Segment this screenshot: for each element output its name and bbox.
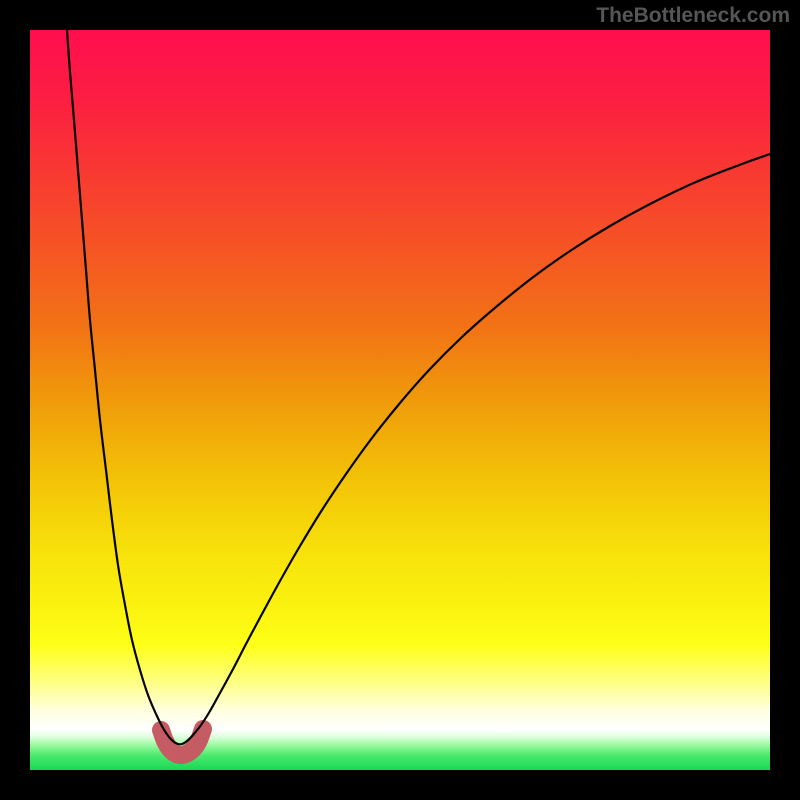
- plot-background: [30, 30, 770, 770]
- chart-frame: TheBottleneck.com: [0, 0, 800, 800]
- watermark-text: TheBottleneck.com: [596, 4, 790, 28]
- bottleneck-chart-svg: [30, 30, 770, 770]
- plot-area: [30, 30, 770, 770]
